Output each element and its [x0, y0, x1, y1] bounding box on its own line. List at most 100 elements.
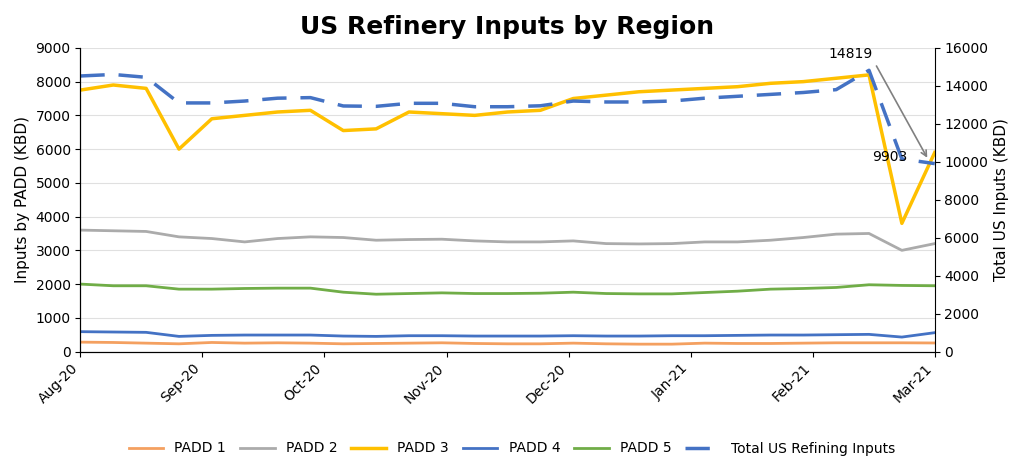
Total US Refining Inputs	[337, 103, 349, 109]
PADD 2	[863, 231, 876, 236]
PADD 5	[863, 282, 876, 287]
Total US Refining Inputs	[764, 92, 776, 97]
Text: 14819: 14819	[828, 47, 872, 61]
PADD 4	[567, 333, 580, 338]
PADD 3	[140, 86, 153, 91]
PADD 5	[173, 286, 185, 292]
PADD 1	[896, 340, 908, 345]
Total US Refining Inputs	[633, 99, 645, 105]
PADD 1	[567, 340, 580, 346]
PADD 1	[271, 340, 284, 345]
PADD 5	[402, 291, 415, 296]
PADD 1	[830, 340, 843, 345]
PADD 2	[239, 239, 251, 245]
PADD 3	[731, 84, 743, 89]
PADD 1	[140, 340, 153, 346]
PADD 1	[75, 339, 87, 345]
Total US Refining Inputs	[600, 99, 612, 105]
PADD 3	[370, 126, 382, 132]
PADD 4	[633, 333, 645, 339]
PADD 5	[304, 285, 316, 291]
Total US Refining Inputs	[402, 101, 415, 106]
PADD 1	[173, 341, 185, 347]
PADD 4	[863, 331, 876, 337]
Total US Refining Inputs	[271, 95, 284, 101]
PADD 2	[206, 236, 218, 241]
PADD 4	[600, 333, 612, 339]
PADD 3	[304, 108, 316, 113]
PADD 5	[600, 291, 612, 296]
PADD 5	[731, 288, 743, 294]
PADD 1	[731, 341, 743, 346]
PADD 2	[600, 241, 612, 247]
Total US Refining Inputs	[304, 95, 316, 101]
PADD 1	[666, 341, 678, 347]
PADD 3	[337, 128, 349, 133]
PADD 4	[140, 329, 153, 335]
PADD 3	[600, 92, 612, 98]
PADD 2	[764, 237, 776, 243]
PADD 3	[173, 146, 185, 152]
Total US Refining Inputs	[140, 74, 153, 80]
PADD 4	[535, 333, 547, 339]
PADD 2	[435, 236, 447, 242]
Line: PADD 2: PADD 2	[81, 230, 935, 250]
Total US Refining Inputs	[896, 156, 908, 162]
PADD 1	[797, 340, 809, 346]
PADD 5	[830, 285, 843, 290]
PADD 3	[502, 109, 514, 115]
PADD 1	[600, 341, 612, 347]
PADD 1	[929, 340, 941, 346]
PADD 5	[929, 283, 941, 289]
Total US Refining Inputs	[206, 100, 218, 106]
PADD 2	[633, 241, 645, 247]
PADD 1	[469, 341, 481, 346]
Y-axis label: Total US Inputs (KBD): Total US Inputs (KBD)	[994, 118, 1009, 281]
PADD 1	[502, 341, 514, 347]
Total US Refining Inputs	[698, 95, 711, 101]
PADD 5	[239, 285, 251, 291]
PADD 2	[370, 237, 382, 243]
Line: PADD 5: PADD 5	[81, 284, 935, 294]
PADD 3	[666, 87, 678, 93]
Line: PADD 3: PADD 3	[81, 75, 935, 223]
PADD 2	[173, 234, 185, 240]
PADD 5	[337, 289, 349, 295]
PADD 4	[830, 332, 843, 337]
PADD 2	[402, 237, 415, 242]
PADD 5	[666, 291, 678, 297]
PADD 1	[402, 340, 415, 346]
PADD 3	[633, 89, 645, 95]
Total US Refining Inputs	[108, 72, 120, 77]
PADD 3	[863, 72, 876, 78]
PADD 2	[731, 239, 743, 245]
PADD 3	[75, 87, 87, 93]
PADD 3	[469, 113, 481, 118]
PADD 1	[304, 340, 316, 346]
PADD 2	[567, 238, 580, 244]
PADD 5	[370, 292, 382, 297]
PADD 1	[370, 341, 382, 346]
PADD 2	[337, 235, 349, 241]
PADD 4	[698, 333, 711, 338]
PADD 3	[698, 86, 711, 91]
PADD 4	[206, 333, 218, 338]
PADD 5	[435, 290, 447, 296]
PADD 5	[469, 291, 481, 296]
PADD 5	[633, 291, 645, 297]
Y-axis label: Inputs by PADD (KBD): Inputs by PADD (KBD)	[15, 116, 30, 283]
PADD 5	[108, 283, 120, 289]
PADD 2	[108, 228, 120, 234]
PADD 5	[698, 290, 711, 295]
PADD 3	[830, 75, 843, 81]
PADD 2	[304, 234, 316, 240]
PADD 2	[469, 238, 481, 244]
PADD 1	[337, 341, 349, 347]
PADD 4	[304, 332, 316, 338]
PADD 1	[698, 340, 711, 346]
PADD 5	[271, 285, 284, 291]
Total US Refining Inputs	[469, 104, 481, 110]
PADD 2	[929, 241, 941, 247]
PADD 5	[797, 285, 809, 291]
PADD 4	[469, 333, 481, 339]
